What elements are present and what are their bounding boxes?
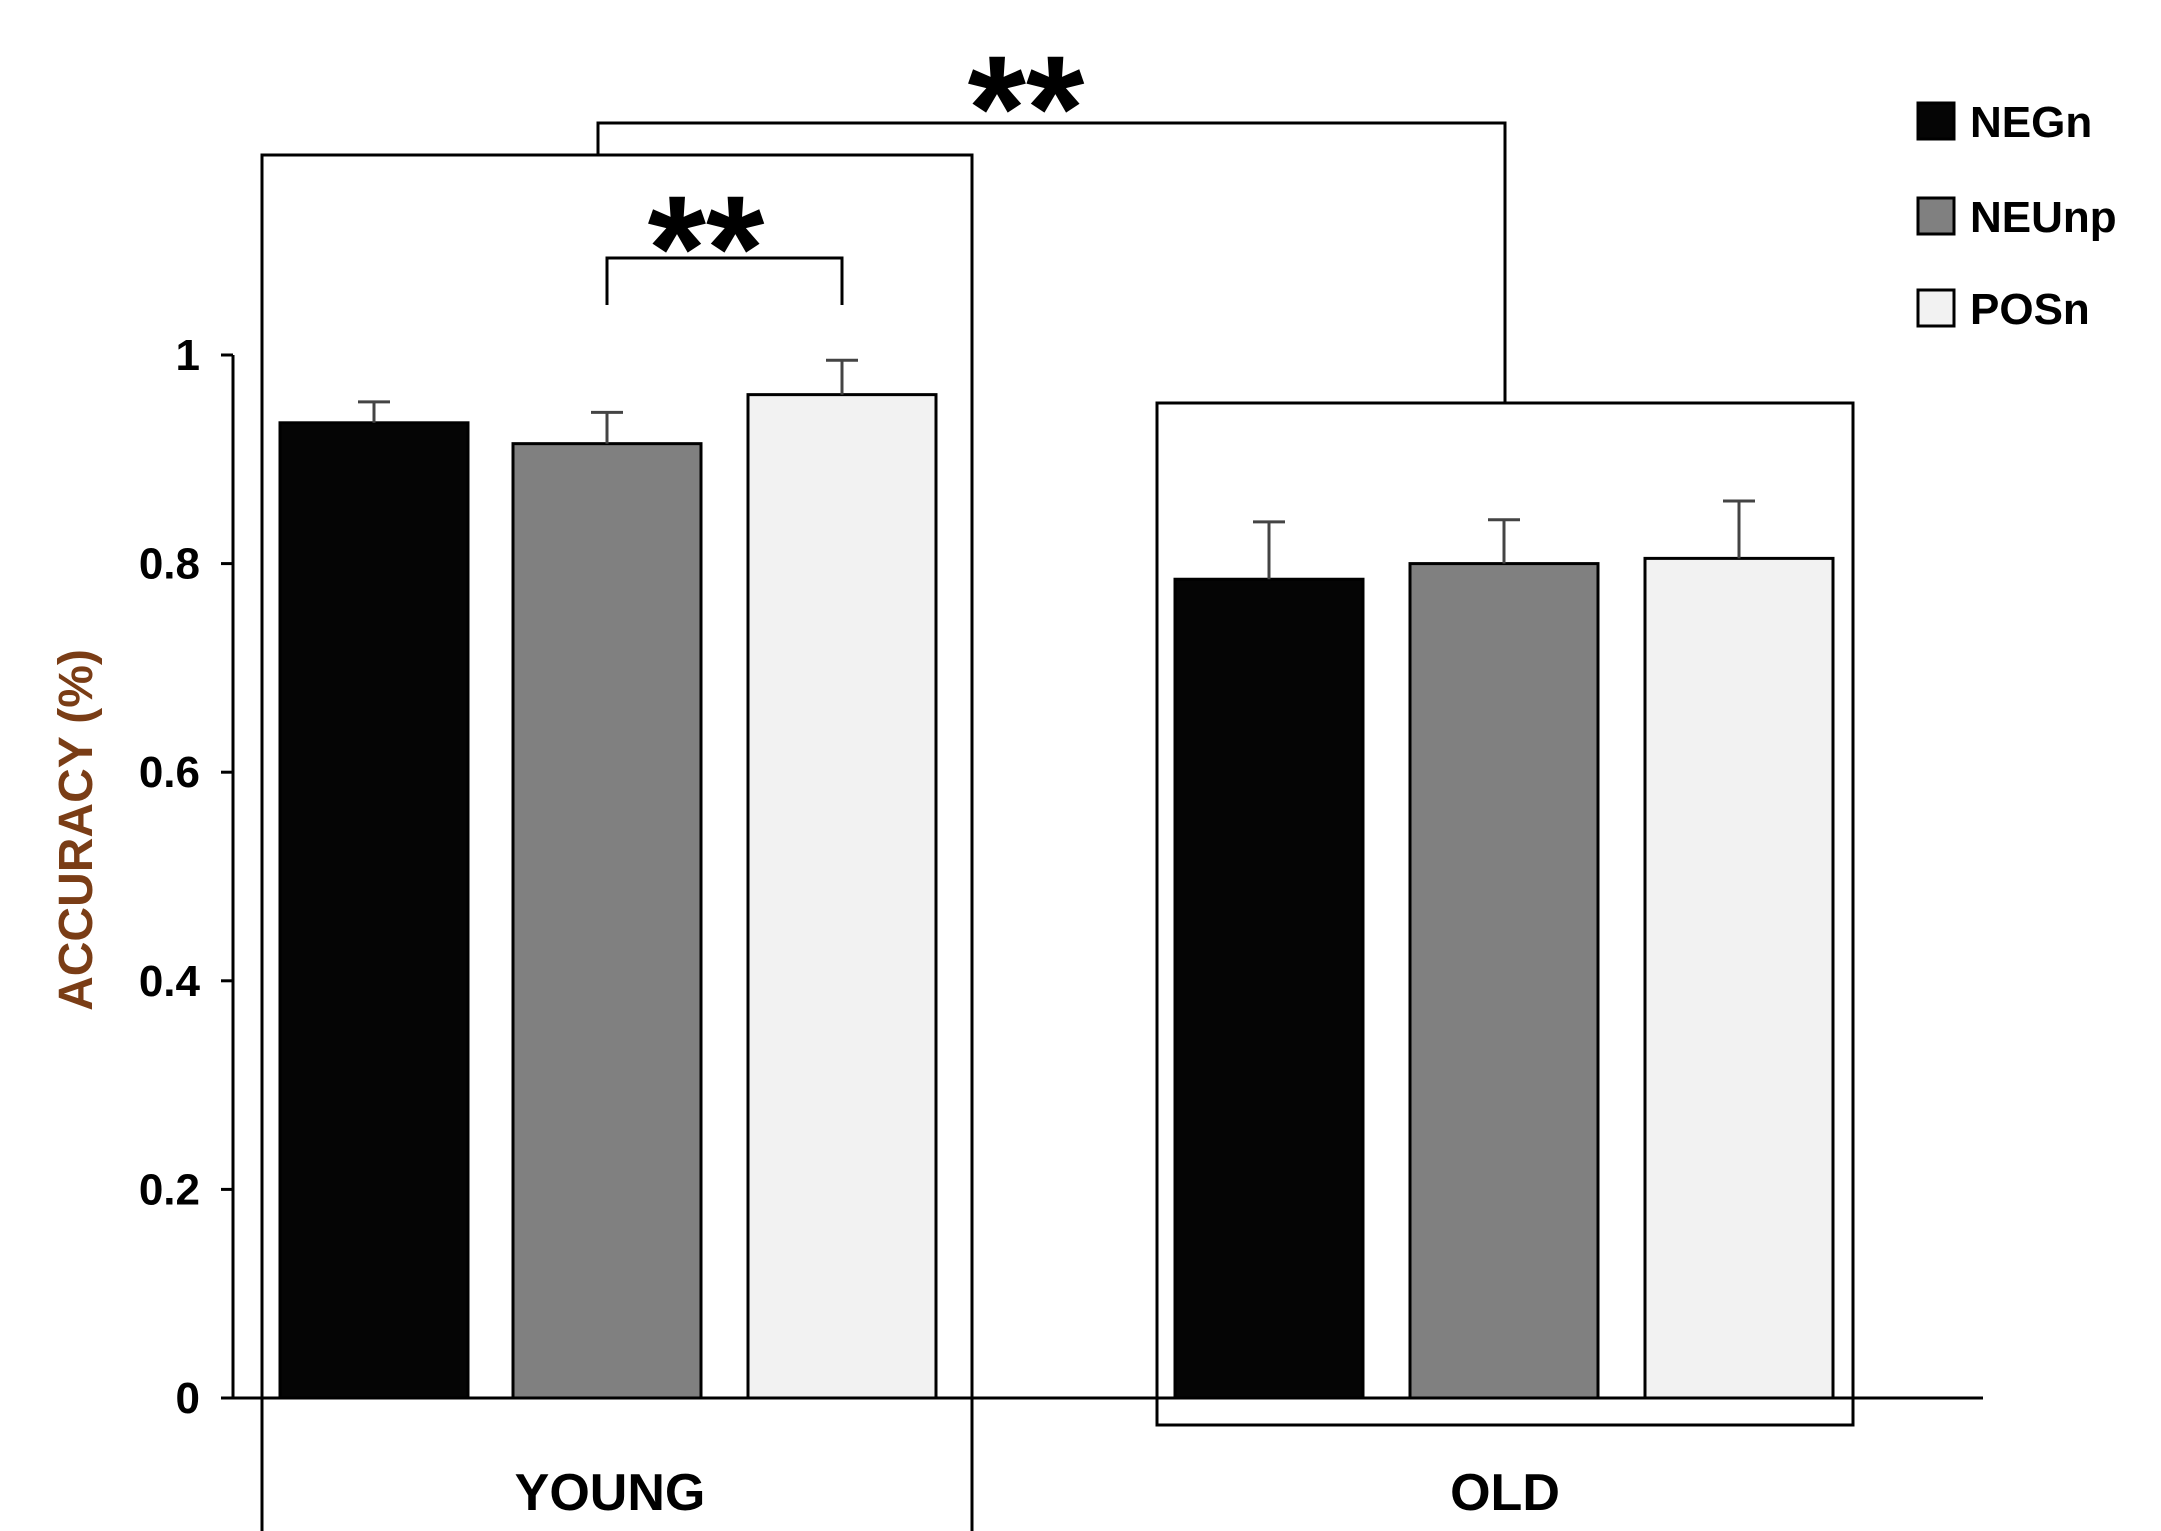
legend-label-neunp: NEUnp xyxy=(1970,193,2117,242)
significance-bracket-young-old xyxy=(596,121,1507,403)
axes: 0 0.2 0.4 0.6 0.8 1 YOUNG OLD xyxy=(139,331,1983,1522)
group-box-young xyxy=(260,153,974,1531)
x-category-label: YOUNG xyxy=(515,1464,706,1522)
bar-posn-young xyxy=(746,393,938,1400)
y-tick-label: 0.2 xyxy=(139,1165,200,1214)
group-boxes xyxy=(260,153,1855,1531)
bar-negn-young xyxy=(278,421,470,1400)
bar-neunp-young xyxy=(511,442,703,1400)
bar-posn-old xyxy=(1643,556,1835,1400)
legend-label-negn: NEGn xyxy=(1970,98,2092,147)
bar-negn-old xyxy=(1173,577,1365,1400)
significance-marker: ** xyxy=(968,24,1085,192)
legend-label-posn: POSn xyxy=(1970,285,2090,334)
y-tick-label: 0.8 xyxy=(139,540,200,589)
legend: NEGn NEUnp POSn xyxy=(1916,98,2117,334)
y-tick-label: 1 xyxy=(176,331,200,380)
legend-swatch-posn xyxy=(1916,288,1956,328)
y-tick-label: 0.4 xyxy=(139,957,201,1006)
bar-neunp-old xyxy=(1408,562,1600,1400)
significance-bracket-neunp-posn xyxy=(605,256,844,305)
legend-swatch-neunp xyxy=(1916,196,1956,236)
y-tick-label: 0.6 xyxy=(139,748,200,797)
bars xyxy=(278,358,1835,1400)
significance-annotations: ** ** xyxy=(596,24,1507,403)
y-axis-label: ACCURACY (%) xyxy=(50,649,103,1011)
y-tick-label: 0 xyxy=(176,1374,200,1423)
significance-marker: ** xyxy=(648,164,765,332)
legend-swatch-negn xyxy=(1916,101,1956,141)
x-category-label: OLD xyxy=(1450,1464,1560,1522)
